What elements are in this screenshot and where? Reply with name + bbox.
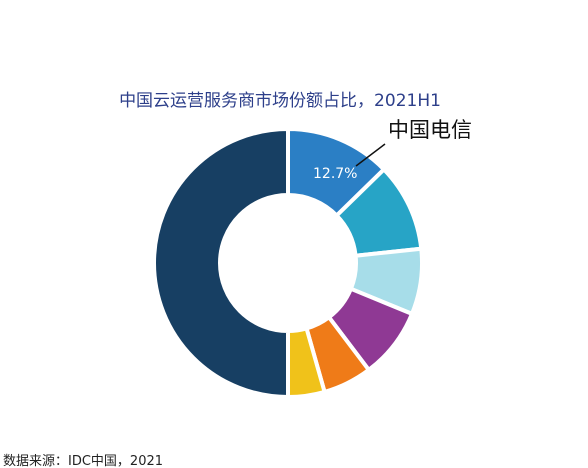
- callout-line: [355, 143, 386, 167]
- callout-label-china-telecom: 中国电信: [388, 118, 472, 142]
- donut-hole: [220, 195, 356, 331]
- chart-title: 中国云运营服务商市场份额占比，2021H1: [119, 91, 441, 111]
- data-label-china-telecom: 12.7%: [313, 166, 357, 182]
- source-note: 数据来源：IDC中国，2021: [3, 454, 163, 468]
